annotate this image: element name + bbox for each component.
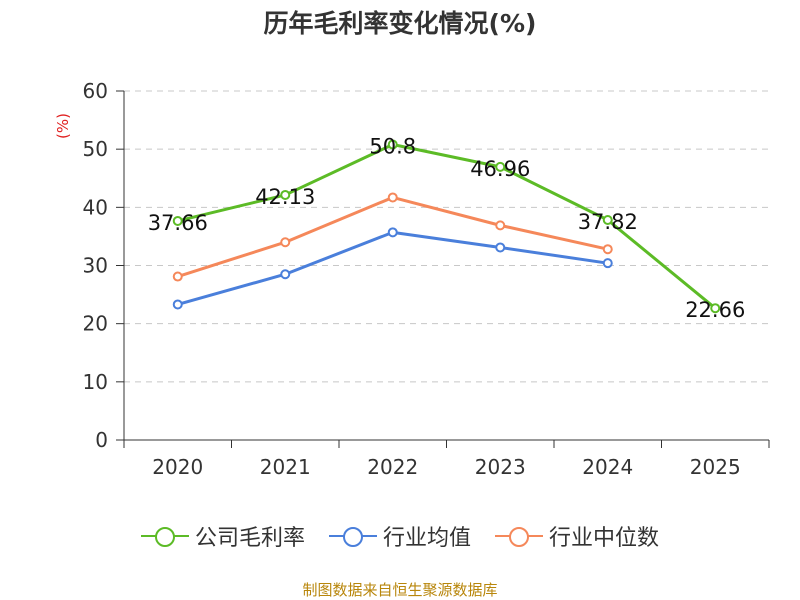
legend-item-company[interactable]: 公司毛利率 [140, 520, 305, 552]
data-point [172, 299, 183, 310]
data-label: 37.66 [148, 211, 208, 235]
legend-item-industry-median[interactable]: 行业中位数 [495, 520, 659, 552]
data-label: 46.96 [470, 157, 530, 181]
legend: 公司毛利率 行业均值 行业中位数 [0, 520, 800, 552]
legend-label-industry-mean: 行业均值 [382, 526, 471, 551]
data-point [172, 271, 183, 282]
data-point [495, 161, 506, 172]
y-axis-label: (%) [54, 113, 72, 139]
x-tick-label: 2022 [367, 455, 418, 479]
legend-label-company: 公司毛利率 [194, 526, 305, 551]
x-tick-label: 2021 [260, 455, 311, 479]
data-point [280, 237, 291, 248]
data-point [280, 269, 291, 280]
data-point [387, 227, 398, 238]
source-note: 制图数据来自恒生聚源数据库 [302, 581, 498, 599]
chart-title: 历年毛利率变化情况(%) [263, 9, 537, 38]
data-point [602, 258, 613, 269]
data-label: 37.82 [578, 210, 638, 234]
data-label: 50.8 [369, 135, 416, 159]
y-tick-label: 0 [95, 428, 108, 452]
x-tick-label: 2024 [582, 455, 633, 479]
y-tick-label: 20 [83, 312, 108, 336]
legend-item-industry-mean[interactable]: 行业均值 [328, 520, 471, 552]
series-line [177, 143, 717, 310]
y-tick-label: 60 [83, 79, 108, 103]
data-point [495, 242, 506, 253]
legend-marker-company [140, 526, 189, 547]
data-point [172, 215, 183, 226]
data-point [495, 220, 506, 231]
x-tick-label: 2023 [475, 455, 526, 479]
data-point [387, 139, 398, 150]
y-tick-label: 50 [83, 137, 108, 161]
x-tick-label: 2025 [690, 455, 741, 479]
y-tick-label: 40 [83, 195, 108, 219]
y-tick-label: 10 [83, 370, 108, 394]
legend-marker-industry-mean [328, 526, 377, 547]
data-label: 22.66 [685, 298, 745, 322]
data-point [602, 244, 613, 255]
series-line [177, 230, 608, 306]
legend-marker-industry-median [495, 526, 543, 547]
data-point [387, 192, 398, 203]
data-point [710, 303, 721, 314]
legend-label-industry-median: 行业中位数 [549, 526, 660, 551]
data-label: 42.13 [255, 185, 315, 209]
data-point [602, 215, 613, 226]
data-point [280, 189, 291, 200]
y-tick-label: 30 [83, 254, 108, 278]
x-tick-label: 2020 [152, 455, 203, 479]
